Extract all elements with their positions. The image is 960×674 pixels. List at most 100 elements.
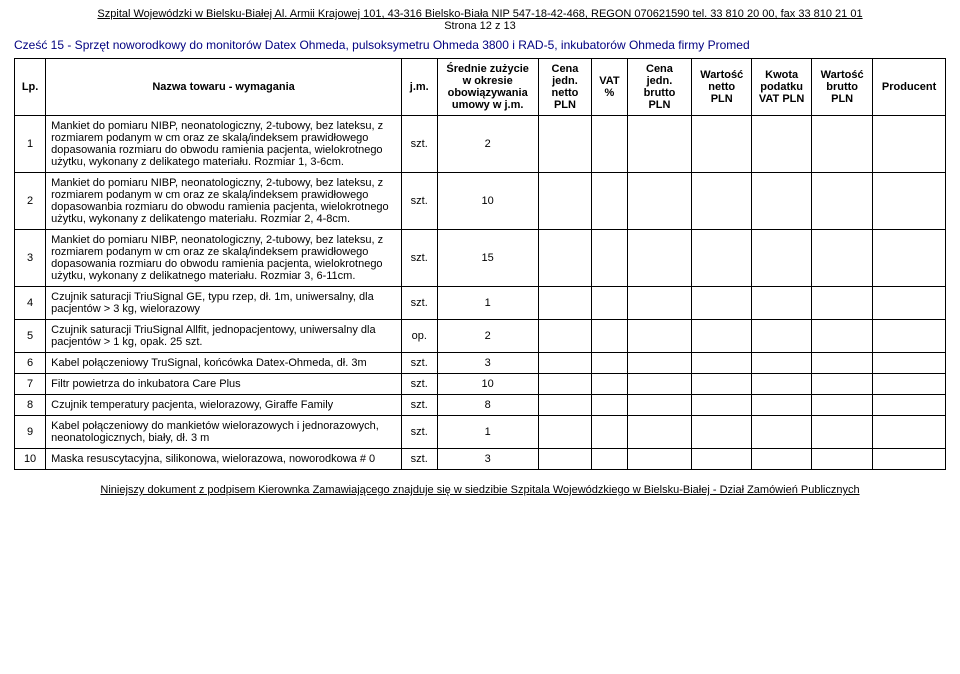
cell-kwota-vat bbox=[752, 320, 812, 353]
col-wart-brutto: Wartość brutto PLN bbox=[812, 59, 873, 116]
cell-cena-brutto bbox=[627, 353, 691, 374]
document-header: Szpital Wojewódzki w Bielsku-Białej Al. … bbox=[14, 8, 946, 32]
cell-kwota-vat bbox=[752, 287, 812, 320]
cell-wart-netto bbox=[692, 287, 752, 320]
cell-jm: szt. bbox=[401, 395, 437, 416]
cell-cena-brutto bbox=[627, 230, 691, 287]
col-wart-netto: Wartość netto PLN bbox=[692, 59, 752, 116]
cell-name: Filtr powietrza do inkubatora Care Plus bbox=[46, 374, 402, 395]
cell-name: Czujnik temperatury pacjenta, wielorazow… bbox=[46, 395, 402, 416]
cell-name: Czujnik saturacji TriuSignal GE, typu rz… bbox=[46, 287, 402, 320]
cell-producent bbox=[873, 449, 946, 470]
table-row: 2Mankiet do pomiaru NIBP, neonatologiczn… bbox=[15, 173, 946, 230]
cell-wart-netto bbox=[692, 320, 752, 353]
cell-jm: szt. bbox=[401, 353, 437, 374]
cell-cena-netto bbox=[538, 449, 591, 470]
cell-wart-netto bbox=[692, 395, 752, 416]
cell-name: Mankiet do pomiaru NIBP, neonatologiczny… bbox=[46, 116, 402, 173]
cell-name: Mankiet do pomiaru NIBP, neonatologiczny… bbox=[46, 173, 402, 230]
cell-qty: 8 bbox=[437, 395, 538, 416]
col-lp: Lp. bbox=[15, 59, 46, 116]
cell-lp: 7 bbox=[15, 374, 46, 395]
col-kwota-vat: Kwota podatku VAT PLN bbox=[752, 59, 812, 116]
cell-cena-netto bbox=[538, 173, 591, 230]
table-row: 10Maska resuscytacyjna, silikonowa, wiel… bbox=[15, 449, 946, 470]
cell-lp: 8 bbox=[15, 395, 46, 416]
cell-qty: 3 bbox=[437, 449, 538, 470]
cell-name: Czujnik saturacji TriuSignal Allfit, jed… bbox=[46, 320, 402, 353]
cell-vat bbox=[592, 116, 628, 173]
cell-producent bbox=[873, 116, 946, 173]
cell-kwota-vat bbox=[752, 173, 812, 230]
cell-lp: 2 bbox=[15, 173, 46, 230]
cell-cena-netto bbox=[538, 116, 591, 173]
cell-qty: 1 bbox=[437, 287, 538, 320]
cell-jm: szt. bbox=[401, 287, 437, 320]
cell-qty: 15 bbox=[437, 230, 538, 287]
cell-kwota-vat bbox=[752, 353, 812, 374]
cell-kwota-vat bbox=[752, 116, 812, 173]
cell-wart-brutto bbox=[812, 395, 873, 416]
cell-cena-brutto bbox=[627, 374, 691, 395]
cell-jm: szt. bbox=[401, 416, 437, 449]
cell-name: Kabel połączeniowy do mankietów wieloraz… bbox=[46, 416, 402, 449]
col-name: Nazwa towaru - wymagania bbox=[46, 59, 402, 116]
cell-vat bbox=[592, 287, 628, 320]
cell-cena-brutto bbox=[627, 320, 691, 353]
cell-wart-brutto bbox=[812, 374, 873, 395]
cell-name: Kabel połączeniowy TruSignal, końcówka D… bbox=[46, 353, 402, 374]
cell-wart-brutto bbox=[812, 230, 873, 287]
cell-jm: szt. bbox=[401, 374, 437, 395]
cell-cena-brutto bbox=[627, 287, 691, 320]
cell-cena-netto bbox=[538, 395, 591, 416]
table-row: 5Czujnik saturacji TriuSignal Allfit, je… bbox=[15, 320, 946, 353]
page-number: Strona 12 z 13 bbox=[444, 20, 516, 32]
section-title: Cześć 15 - Sprzęt noworodkowy do monitor… bbox=[14, 38, 946, 52]
col-jm: j.m. bbox=[401, 59, 437, 116]
cell-jm: szt. bbox=[401, 230, 437, 287]
table-row: 4Czujnik saturacji TriuSignal GE, typu r… bbox=[15, 287, 946, 320]
col-vat: VAT % bbox=[592, 59, 628, 116]
cell-cena-netto bbox=[538, 230, 591, 287]
cell-wart-brutto bbox=[812, 416, 873, 449]
cell-lp: 3 bbox=[15, 230, 46, 287]
cell-producent bbox=[873, 395, 946, 416]
cell-wart-brutto bbox=[812, 353, 873, 374]
cell-kwota-vat bbox=[752, 449, 812, 470]
cell-cena-brutto bbox=[627, 395, 691, 416]
cell-cena-netto bbox=[538, 353, 591, 374]
table-row: 6Kabel połączeniowy TruSignal, końcówka … bbox=[15, 353, 946, 374]
table-row: 3Mankiet do pomiaru NIBP, neonatologiczn… bbox=[15, 230, 946, 287]
cell-lp: 6 bbox=[15, 353, 46, 374]
col-cena-netto: Cena jedn. netto PLN bbox=[538, 59, 591, 116]
cell-cena-brutto bbox=[627, 416, 691, 449]
table-row: 8Czujnik temperatury pacjenta, wielorazo… bbox=[15, 395, 946, 416]
cell-producent bbox=[873, 353, 946, 374]
equipment-table: Lp. Nazwa towaru - wymagania j.m. Średni… bbox=[14, 58, 946, 470]
hospital-info: Szpital Wojewódzki w Bielsku-Białej Al. … bbox=[97, 8, 862, 20]
document-footer: Niniejszy dokument z podpisem Kierownka … bbox=[14, 484, 946, 496]
cell-kwota-vat bbox=[752, 395, 812, 416]
table-header-row: Lp. Nazwa towaru - wymagania j.m. Średni… bbox=[15, 59, 946, 116]
cell-wart-brutto bbox=[812, 287, 873, 320]
cell-lp: 1 bbox=[15, 116, 46, 173]
cell-name: Maska resuscytacyjna, silikonowa, wielor… bbox=[46, 449, 402, 470]
cell-vat bbox=[592, 173, 628, 230]
cell-wart-brutto bbox=[812, 116, 873, 173]
cell-wart-netto bbox=[692, 116, 752, 173]
cell-lp: 4 bbox=[15, 287, 46, 320]
footer-text: Niniejszy dokument z podpisem Kierownka … bbox=[100, 484, 859, 496]
cell-wart-brutto bbox=[812, 449, 873, 470]
cell-qty: 2 bbox=[437, 320, 538, 353]
cell-qty: 10 bbox=[437, 173, 538, 230]
cell-producent bbox=[873, 287, 946, 320]
cell-cena-brutto bbox=[627, 116, 691, 173]
cell-producent bbox=[873, 374, 946, 395]
cell-cena-brutto bbox=[627, 449, 691, 470]
cell-vat bbox=[592, 416, 628, 449]
cell-cena-netto bbox=[538, 416, 591, 449]
cell-vat bbox=[592, 449, 628, 470]
cell-kwota-vat bbox=[752, 374, 812, 395]
cell-vat bbox=[592, 320, 628, 353]
cell-wart-brutto bbox=[812, 173, 873, 230]
